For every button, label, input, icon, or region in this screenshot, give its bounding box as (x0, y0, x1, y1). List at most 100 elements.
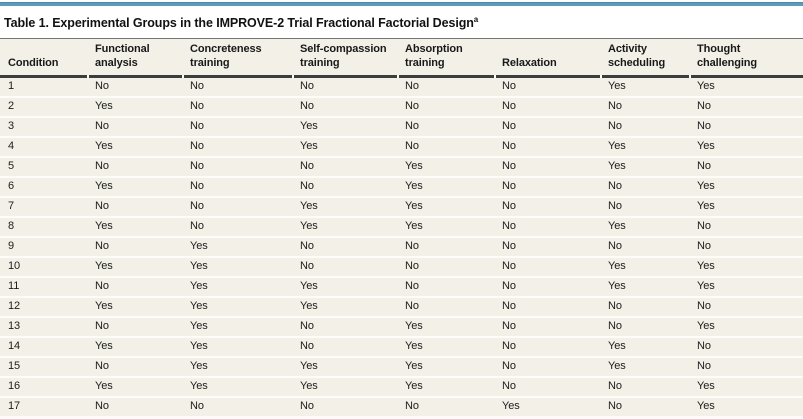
yes-no-cell: No (689, 118, 803, 138)
yes-no-cell: No (182, 98, 292, 118)
yes-no-cell: Yes (182, 258, 292, 278)
table-row: 15 No Yes Yes Yes No Yes No (0, 358, 803, 378)
yes-no-cell: Yes (600, 138, 689, 158)
table-row: 13 No Yes No Yes No No Yes (0, 318, 803, 338)
yes-no-cell: No (182, 78, 292, 98)
yes-no-cell: No (292, 258, 397, 278)
yes-no-cell: Yes (87, 338, 182, 358)
table-row: 7 No No Yes Yes No No Yes (0, 198, 803, 218)
condition-cell: 12 (0, 298, 87, 318)
yes-no-cell: No (494, 338, 600, 358)
yes-no-cell: Yes (397, 318, 494, 338)
yes-no-cell: No (689, 358, 803, 378)
yes-no-cell: No (689, 218, 803, 238)
yes-no-cell: Yes (182, 338, 292, 358)
yes-no-cell: Yes (87, 178, 182, 198)
yes-no-cell: Yes (397, 158, 494, 178)
yes-no-cell: Yes (600, 158, 689, 178)
yes-no-cell: Yes (292, 118, 397, 138)
table-row: 6 Yes No No Yes No No Yes (0, 178, 803, 198)
yes-no-cell: No (494, 178, 600, 198)
yes-no-cell: Yes (292, 378, 397, 398)
yes-no-cell: Yes (397, 378, 494, 398)
condition-cell: 4 (0, 138, 87, 158)
condition-cell: 7 (0, 198, 87, 218)
yes-no-cell: No (87, 398, 182, 418)
yes-no-cell: Yes (600, 78, 689, 98)
yes-no-cell: Yes (689, 198, 803, 218)
yes-no-cell: Yes (292, 278, 397, 298)
table-row: 14 Yes Yes No Yes No Yes No (0, 338, 803, 358)
yes-no-cell: Yes (397, 338, 494, 358)
yes-no-cell: Yes (689, 178, 803, 198)
yes-no-cell: No (87, 198, 182, 218)
col-header-thought-challenging: Thought challenging (689, 39, 803, 78)
table-row: 9 No Yes No No No No No (0, 238, 803, 258)
yes-no-cell: Yes (292, 198, 397, 218)
yes-no-cell: No (397, 78, 494, 98)
yes-no-cell: Yes (292, 298, 397, 318)
yes-no-cell: Yes (87, 218, 182, 238)
yes-no-cell: Yes (182, 318, 292, 338)
yes-no-cell: No (494, 158, 600, 178)
yes-no-cell: No (87, 118, 182, 138)
yes-no-cell: Yes (87, 98, 182, 118)
yes-no-cell: No (182, 138, 292, 158)
condition-cell: 8 (0, 218, 87, 238)
yes-no-cell: Yes (87, 378, 182, 398)
yes-no-cell: Yes (689, 278, 803, 298)
yes-no-cell: Yes (600, 338, 689, 358)
yes-no-cell: No (689, 298, 803, 318)
yes-no-cell: No (292, 238, 397, 258)
yes-no-cell: Yes (397, 218, 494, 238)
table-row: 11 No Yes Yes No No Yes Yes (0, 278, 803, 298)
yes-no-cell: No (87, 358, 182, 378)
yes-no-cell: No (397, 398, 494, 418)
yes-no-cell: No (600, 318, 689, 338)
yes-no-cell: Yes (87, 138, 182, 158)
yes-no-cell: No (494, 78, 600, 98)
yes-no-cell: Yes (689, 138, 803, 158)
yes-no-cell: Yes (397, 178, 494, 198)
yes-no-cell: No (87, 158, 182, 178)
yes-no-cell: Yes (600, 358, 689, 378)
yes-no-cell: No (689, 158, 803, 178)
yes-no-cell: No (600, 198, 689, 218)
yes-no-cell: No (87, 238, 182, 258)
table-row: 10 Yes Yes No No No Yes Yes (0, 258, 803, 278)
yes-no-cell: Yes (689, 318, 803, 338)
yes-no-cell: No (689, 338, 803, 358)
yes-no-cell: Yes (689, 398, 803, 418)
yes-no-cell: No (600, 398, 689, 418)
yes-no-cell: Yes (689, 78, 803, 98)
yes-no-cell: No (600, 238, 689, 258)
yes-no-cell: No (397, 118, 494, 138)
condition-cell: 2 (0, 98, 87, 118)
yes-no-cell: No (292, 318, 397, 338)
yes-no-cell: No (87, 318, 182, 338)
yes-no-cell: No (600, 98, 689, 118)
yes-no-cell: No (87, 278, 182, 298)
col-header-functional-analysis: Functional analysis (87, 39, 182, 78)
yes-no-cell: No (494, 318, 600, 338)
yes-no-cell: No (494, 198, 600, 218)
yes-no-cell: No (87, 78, 182, 98)
yes-no-cell: Yes (600, 278, 689, 298)
yes-no-cell: Yes (182, 278, 292, 298)
experimental-groups-table: Condition Functional analysis Concretene… (0, 39, 803, 418)
yes-no-cell: Yes (292, 358, 397, 378)
yes-no-cell: Yes (397, 358, 494, 378)
condition-cell: 13 (0, 318, 87, 338)
yes-no-cell: No (600, 178, 689, 198)
yes-no-cell: No (494, 278, 600, 298)
yes-no-cell: No (494, 238, 600, 258)
yes-no-cell: No (397, 298, 494, 318)
yes-no-cell: No (494, 378, 600, 398)
yes-no-cell: No (397, 258, 494, 278)
yes-no-cell: No (600, 298, 689, 318)
condition-cell: 1 (0, 78, 87, 98)
yes-no-cell: No (292, 98, 397, 118)
condition-cell: 15 (0, 358, 87, 378)
yes-no-cell: Yes (689, 378, 803, 398)
